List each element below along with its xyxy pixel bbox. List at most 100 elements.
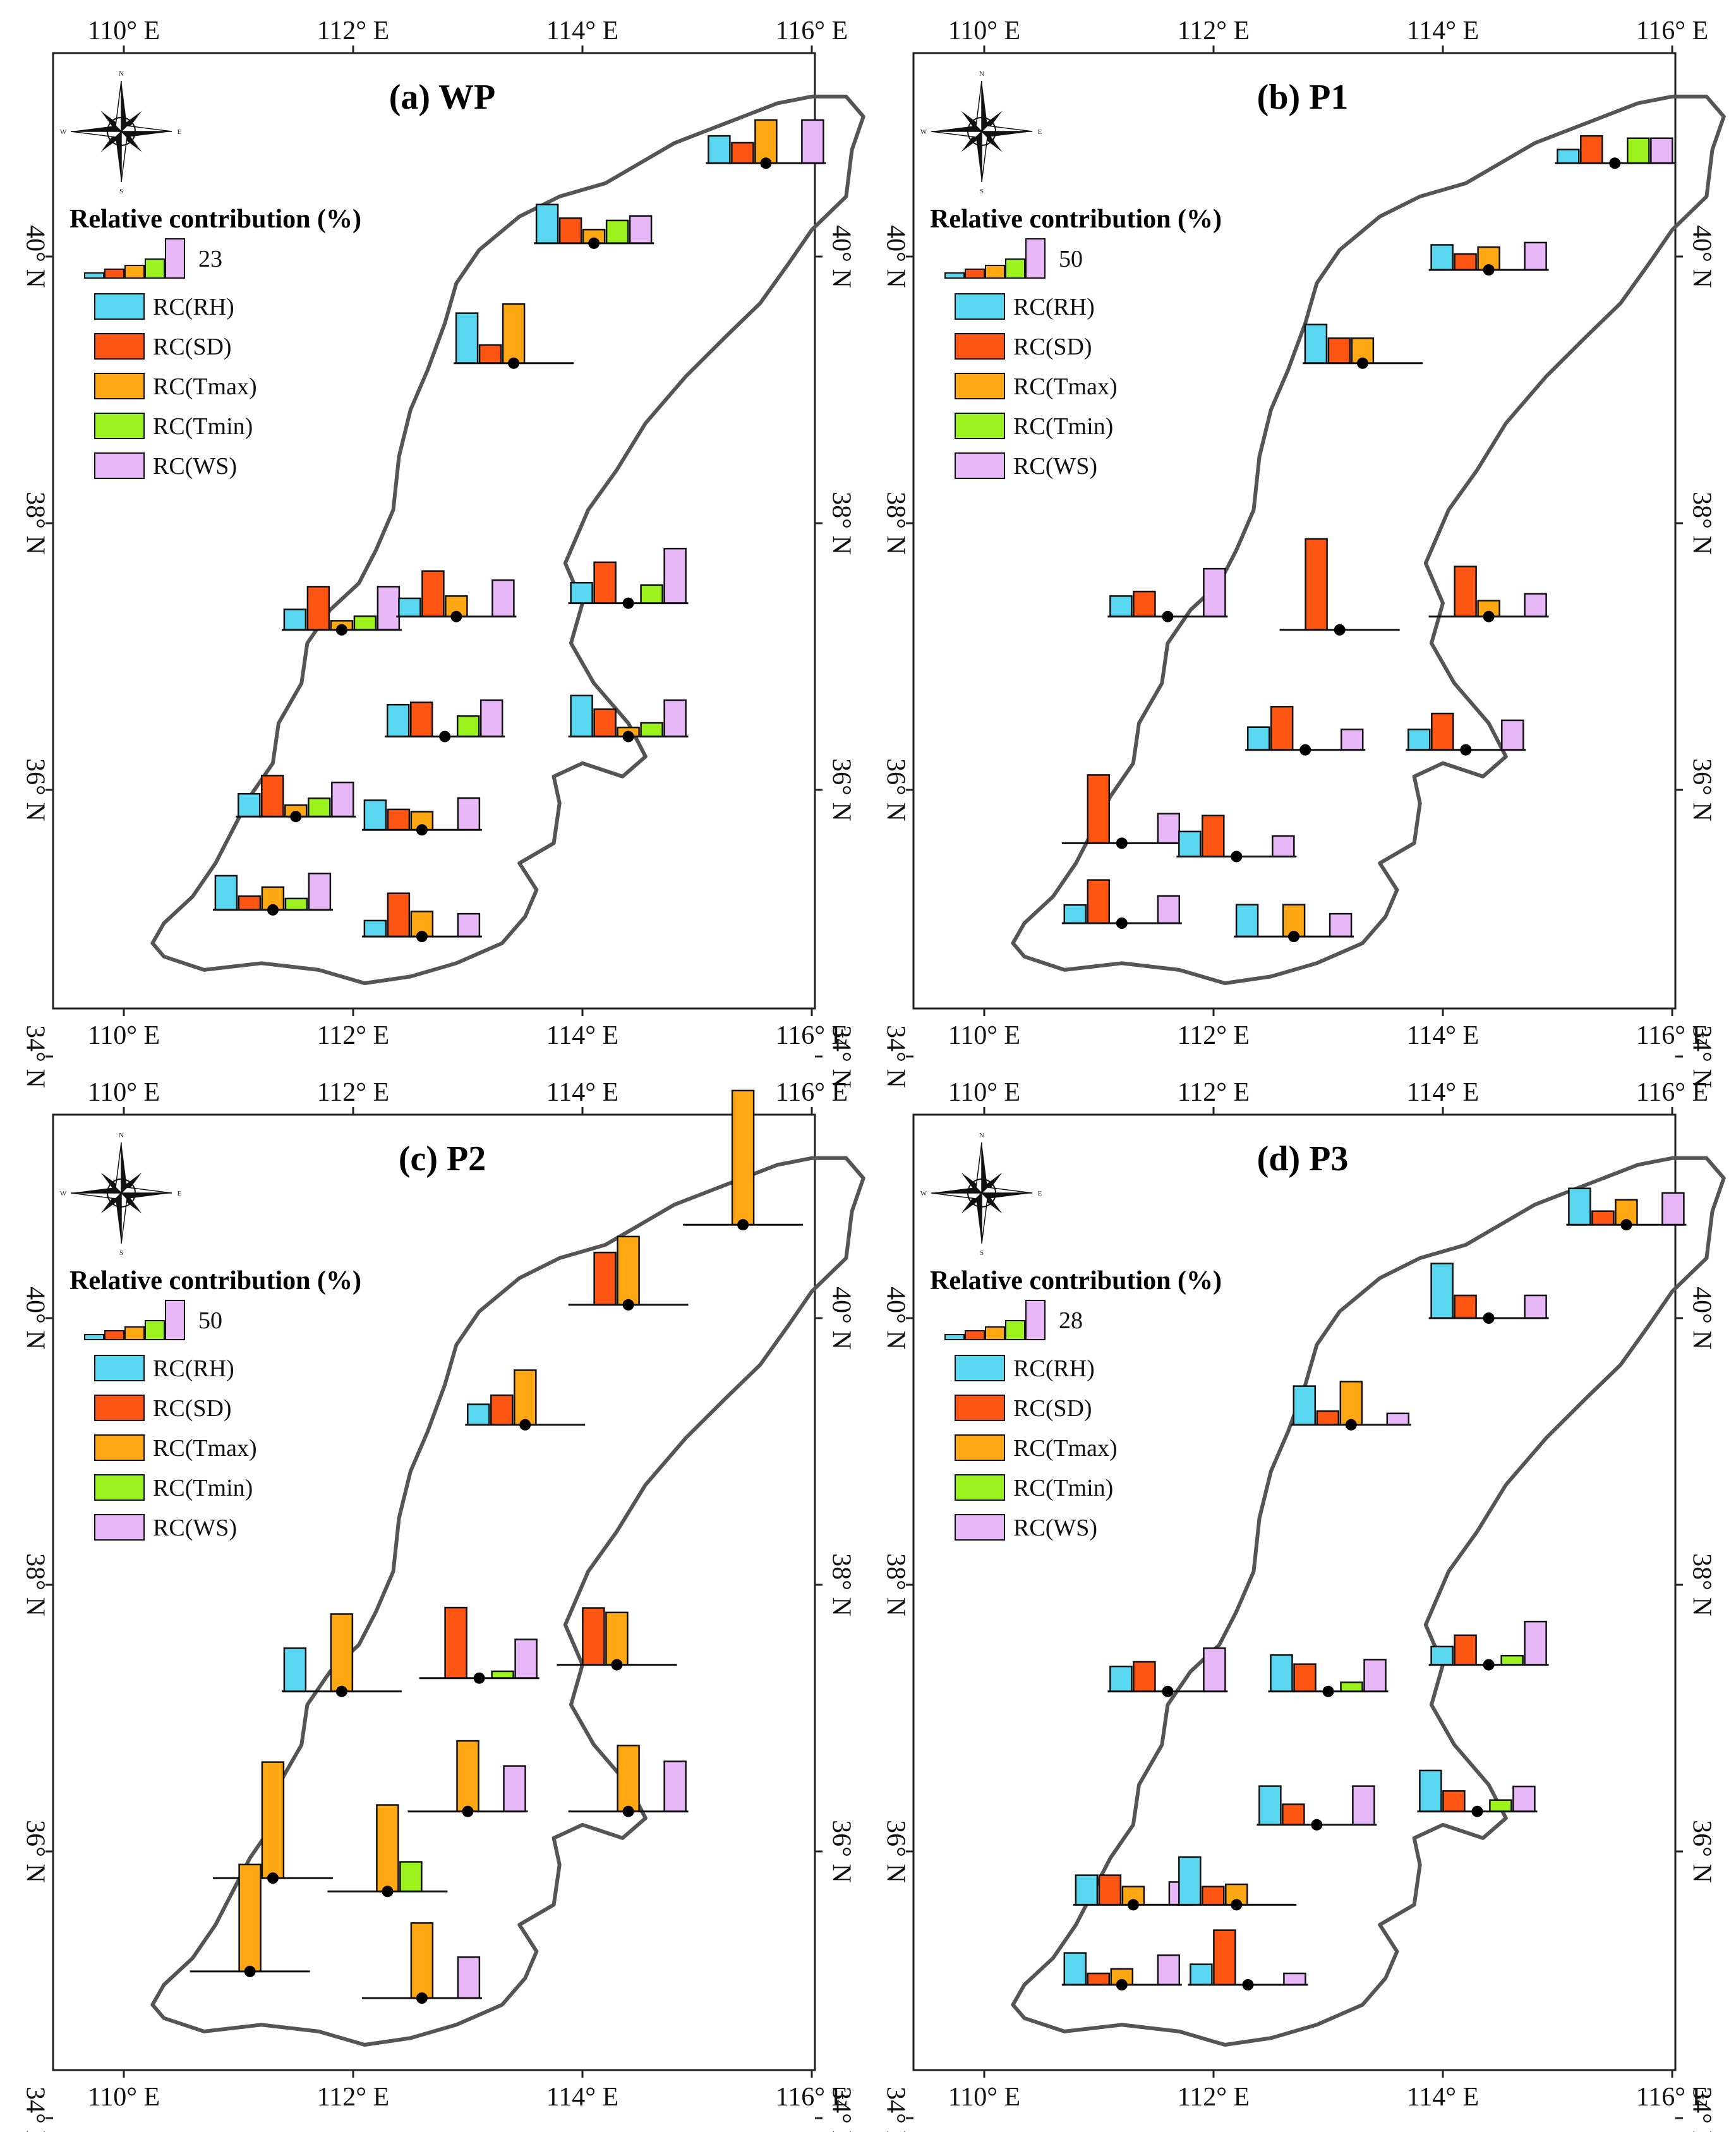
station-bar-group (1268, 1654, 1389, 1697)
legend-swatch-rh (94, 1355, 145, 1381)
station-bar-group (557, 1607, 677, 1671)
bar-tmin (308, 797, 331, 818)
lat-tick-label-left: 34° N (881, 2087, 910, 2132)
lon-tick-label-top: 112° E (317, 1078, 389, 1107)
compass-label-e: E (1038, 128, 1042, 136)
legend-scale-bar-sd (104, 1330, 124, 1340)
station-point (450, 610, 462, 622)
lon-tick-label-bottom: 114° E (1407, 1021, 1479, 1050)
legend-label-sd: RC(SD) (1013, 334, 1092, 360)
lon-tick-label-top: 110° E (948, 16, 1020, 45)
lon-tick-label-top: 112° E (1178, 16, 1250, 45)
legend-label-ws: RC(WS) (1013, 1515, 1097, 1541)
bar-tmax (605, 1611, 629, 1666)
panel-c: 110° E 110° E 112° E 112° E 114° E 114° E 116°… (20, 1078, 865, 2132)
bar-rh (1109, 595, 1133, 617)
bar-rh (1568, 1187, 1591, 1226)
station-bar-group (1406, 712, 1526, 756)
bar-ws (1524, 241, 1547, 271)
station-point (737, 1219, 749, 1231)
bar-sd (1270, 706, 1294, 751)
station-bar-group (281, 586, 402, 636)
legend-scale-bar-rh (944, 272, 965, 279)
station-bar-group (1107, 567, 1228, 622)
bar-sd (731, 142, 754, 164)
bar-ws (1386, 1412, 1410, 1426)
study-area-boundary (1011, 1156, 1726, 2047)
bar-rh (283, 1647, 307, 1693)
station-bar-group (281, 1613, 402, 1697)
panel-a: 110° E 110° E 112° E 112° E 114° E 114° E 116°… (20, 16, 865, 1088)
bar-rh (363, 919, 387, 938)
bar-tmin (640, 722, 663, 737)
legend-swatch-tmax (955, 373, 1005, 399)
station-point (622, 1299, 634, 1311)
legend-scale-bar-rh (84, 1334, 104, 1340)
station-bar-group (1188, 1929, 1308, 1990)
bar-sd (593, 1251, 617, 1306)
lon-tick-label-top: 110° E (88, 16, 160, 45)
bar-rh (570, 694, 593, 737)
bar-rh (1063, 1952, 1087, 1986)
station-point (1116, 918, 1128, 929)
station-point (1471, 1805, 1483, 1817)
legend-swatch-sd (94, 333, 145, 360)
lon-tick-label-bottom: 112° E (1178, 1021, 1250, 1050)
legend-scale-bar-tmin (145, 1320, 165, 1340)
compass-label-n: N (979, 1132, 984, 1139)
legend-scale-bar-tmax (124, 265, 145, 279)
bar-tmax (1339, 1381, 1363, 1426)
station-bar-group (327, 1804, 448, 1898)
bar-sd (238, 895, 262, 911)
legend-scale-bar-tmax (124, 1326, 145, 1340)
station-bar-group (568, 1235, 689, 1311)
station-bar-group (419, 1606, 539, 1684)
station-point (382, 1886, 394, 1898)
station-point (1483, 1312, 1495, 1324)
station-point (1231, 851, 1243, 863)
station-point (267, 904, 279, 916)
station-bar-group (396, 570, 517, 622)
station-bar-group (1257, 1785, 1377, 1831)
compass-label-w: W (60, 128, 67, 136)
station-point (335, 1685, 347, 1697)
bar-tmin (1340, 1681, 1363, 1693)
station-point (1288, 931, 1300, 943)
station-point (290, 811, 302, 823)
panel-title: (a) WP (389, 78, 496, 117)
legend-scale-bar-tmin (1005, 258, 1025, 279)
station-point (1334, 624, 1346, 636)
map-frame (912, 1113, 1677, 2071)
bar-tmin (1627, 137, 1650, 164)
legend-swatch-tmax (955, 1434, 1005, 1461)
legend-label-tmax: RC(Tmax) (1013, 1435, 1118, 1462)
legend-swatch-rh (94, 293, 145, 320)
bar-ws (1340, 729, 1364, 751)
legend-swatch-ws (94, 452, 145, 479)
bar-sd (1202, 1886, 1225, 1906)
legend-swatch-sd (94, 1395, 145, 1421)
legend-swatch-tmin (94, 413, 145, 439)
legend-scale-value: 50 (1059, 246, 1083, 272)
bar-ws (629, 215, 653, 245)
bar-tmax (238, 1863, 262, 1973)
bar-rh (1407, 729, 1431, 751)
station-point (508, 357, 520, 369)
lon-tick-label-bottom: 114° E (546, 1021, 618, 1050)
bar-sd (1454, 566, 1477, 617)
lon-tick-label-bottom: 116° E (776, 1021, 848, 1050)
bar-rh (1235, 904, 1259, 938)
bar-ws (1283, 1972, 1306, 1986)
lat-tick-label-right: 38° N (1687, 492, 1716, 555)
legend-swatch-ws (955, 452, 1005, 479)
legend-label-rh: RC(RH) (153, 294, 234, 320)
bar-sd (1293, 1663, 1317, 1693)
bar-ws (1501, 719, 1524, 751)
station-point (1356, 357, 1368, 369)
panel-title: (b) P1 (1257, 78, 1349, 117)
legend-label-tmax: RC(Tmax) (1013, 373, 1118, 400)
lat-tick-label-left: 38° N (881, 492, 910, 555)
bar-rh (570, 581, 593, 604)
lat-tick-label-right: 36° N (1687, 1820, 1716, 1883)
bar-ws (491, 579, 515, 617)
